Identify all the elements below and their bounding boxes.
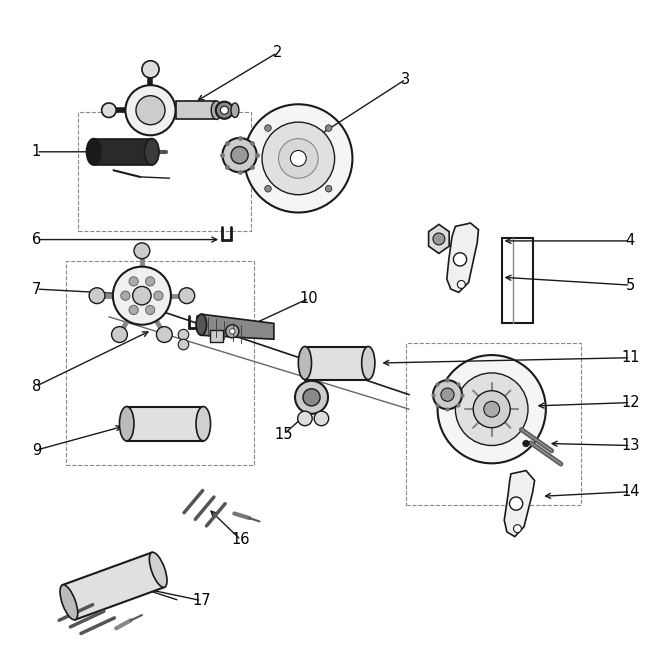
Circle shape [231, 147, 248, 164]
Circle shape [457, 280, 465, 288]
Text: 7: 7 [32, 282, 41, 296]
Ellipse shape [119, 407, 134, 441]
Ellipse shape [362, 346, 375, 379]
Circle shape [156, 327, 172, 343]
Text: 12: 12 [621, 395, 640, 410]
Circle shape [178, 329, 189, 340]
Circle shape [265, 185, 271, 192]
Circle shape [136, 96, 165, 125]
Ellipse shape [196, 314, 207, 335]
Circle shape [262, 122, 335, 195]
Circle shape [441, 388, 454, 401]
Circle shape [513, 525, 521, 533]
Circle shape [473, 391, 510, 428]
Circle shape [125, 85, 176, 135]
Text: 8: 8 [32, 379, 41, 393]
Ellipse shape [298, 346, 312, 379]
Circle shape [455, 373, 528, 446]
Circle shape [102, 103, 116, 117]
Polygon shape [127, 407, 203, 441]
Polygon shape [502, 238, 533, 323]
Ellipse shape [231, 103, 239, 117]
Text: 2: 2 [273, 46, 282, 60]
Circle shape [438, 355, 546, 463]
Text: 6: 6 [32, 232, 41, 247]
Text: 4: 4 [626, 234, 635, 248]
Circle shape [142, 61, 159, 78]
Circle shape [113, 267, 171, 325]
Circle shape [453, 253, 467, 266]
Ellipse shape [211, 101, 222, 119]
Ellipse shape [60, 585, 78, 620]
Ellipse shape [86, 139, 101, 165]
Polygon shape [210, 330, 223, 342]
Polygon shape [447, 223, 478, 292]
Circle shape [133, 286, 151, 305]
Text: 15: 15 [275, 427, 293, 442]
Circle shape [244, 104, 352, 213]
Circle shape [89, 288, 105, 304]
Ellipse shape [196, 407, 211, 441]
Circle shape [145, 306, 154, 315]
Circle shape [295, 381, 328, 414]
Polygon shape [428, 224, 449, 253]
Polygon shape [176, 101, 216, 119]
Text: 3: 3 [401, 72, 411, 86]
Circle shape [145, 277, 154, 286]
Circle shape [220, 106, 228, 114]
Circle shape [325, 125, 332, 131]
Circle shape [154, 291, 163, 300]
Text: 5: 5 [626, 278, 635, 292]
Circle shape [433, 380, 462, 409]
Text: 16: 16 [232, 533, 250, 547]
Polygon shape [305, 346, 368, 379]
Circle shape [314, 411, 329, 426]
Text: 11: 11 [621, 350, 640, 365]
Polygon shape [504, 471, 535, 537]
Ellipse shape [149, 552, 167, 587]
Circle shape [222, 138, 257, 172]
Polygon shape [63, 552, 164, 620]
Circle shape [178, 339, 189, 350]
Text: 10: 10 [300, 291, 318, 306]
Circle shape [226, 325, 239, 338]
Text: 14: 14 [621, 484, 640, 499]
Circle shape [265, 125, 271, 131]
Circle shape [179, 288, 195, 304]
Circle shape [523, 440, 529, 447]
Circle shape [230, 329, 235, 334]
Circle shape [433, 233, 445, 245]
Circle shape [510, 497, 523, 510]
Circle shape [298, 411, 312, 426]
Text: 17: 17 [192, 593, 211, 608]
Circle shape [129, 277, 139, 286]
Polygon shape [201, 314, 274, 339]
Ellipse shape [145, 139, 159, 165]
Circle shape [121, 291, 130, 300]
Text: 13: 13 [621, 438, 640, 453]
Polygon shape [94, 139, 152, 165]
Text: 1: 1 [32, 145, 41, 159]
Circle shape [134, 243, 150, 259]
Circle shape [303, 389, 320, 406]
Circle shape [129, 306, 138, 315]
Circle shape [216, 102, 233, 119]
Circle shape [325, 185, 332, 192]
Circle shape [112, 327, 127, 343]
Circle shape [279, 139, 318, 178]
Text: 9: 9 [32, 443, 41, 457]
Circle shape [290, 150, 306, 166]
Circle shape [484, 401, 500, 417]
